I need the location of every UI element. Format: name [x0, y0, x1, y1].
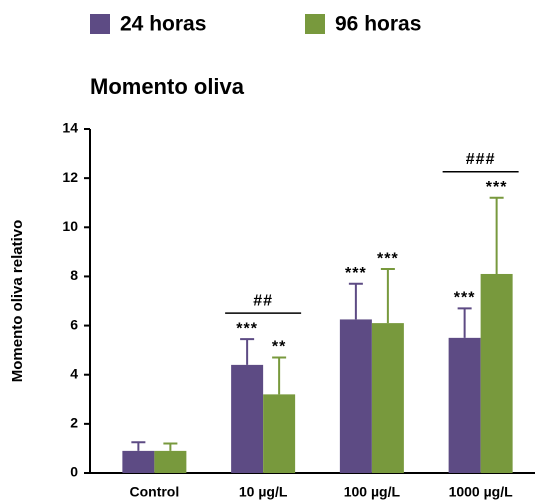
x-tick-label: 100 µg/L: [344, 484, 401, 500]
error-bar: [348, 282, 363, 320]
significance-label: ***: [377, 250, 399, 267]
y-tick-label: 8: [70, 267, 78, 283]
bar: [480, 273, 513, 473]
legend-swatch: [90, 14, 110, 34]
y-tick-label: 0: [70, 464, 78, 480]
error-bar: [240, 338, 255, 365]
legend-label: 24 horas: [120, 13, 206, 36]
y-tick-label: 2: [70, 415, 78, 431]
y-tick-label: 12: [62, 169, 78, 185]
significance-label: ***: [486, 179, 508, 196]
significance-label: **: [272, 339, 286, 356]
y-tick-label: 4: [70, 365, 78, 381]
bar: [154, 450, 187, 473]
x-tick-label: Control: [129, 484, 179, 500]
significance-label: ***: [236, 320, 258, 337]
chart-title: Momento oliva: [90, 74, 245, 99]
error-bar: [163, 442, 178, 451]
group-label: ###: [466, 151, 496, 168]
bar: [371, 323, 404, 473]
y-tick-label: 14: [62, 120, 78, 136]
x-tick-label: 1000 µg/L: [449, 484, 514, 500]
bar: [263, 394, 296, 473]
error-bar: [380, 268, 395, 324]
bar: [231, 364, 264, 473]
bar: [339, 319, 372, 473]
bar: [122, 450, 155, 473]
significance-label: ***: [345, 265, 367, 282]
error-bar: [489, 196, 504, 274]
legend-swatch: [305, 14, 325, 34]
y-tick-label: 10: [62, 218, 78, 234]
y-axis-label: Momento oliva relativo: [9, 220, 26, 383]
legend-label: 96 horas: [335, 13, 421, 36]
y-tick-label: 6: [70, 316, 78, 332]
error-bar: [272, 356, 287, 395]
x-tick-label: 10 µg/L: [239, 484, 288, 500]
bar: [448, 337, 481, 473]
group-label: ##: [253, 292, 273, 309]
significance-label: ***: [454, 290, 476, 307]
error-bar: [131, 441, 146, 451]
error-bar: [457, 307, 472, 338]
